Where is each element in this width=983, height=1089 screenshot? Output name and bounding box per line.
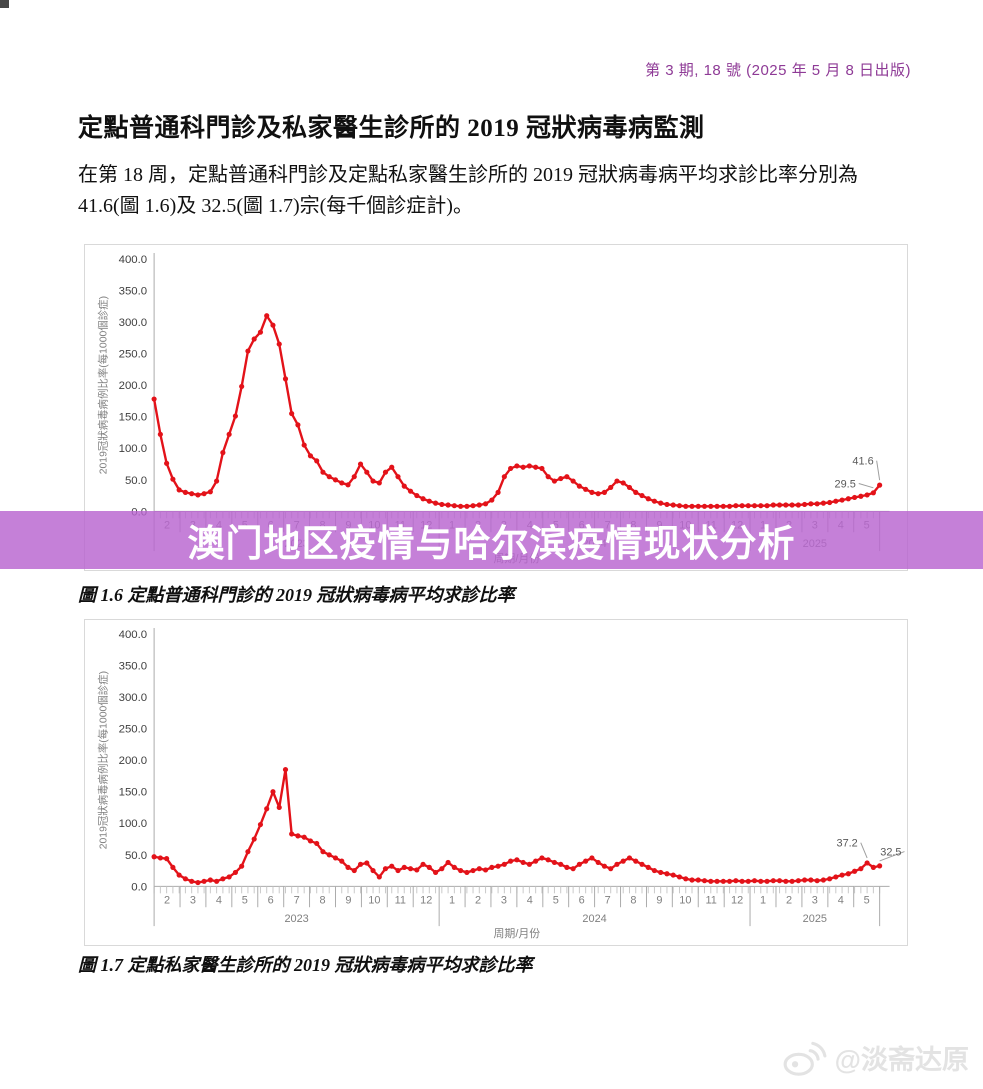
corner-mark [0, 0, 9, 8]
svg-text:200.0: 200.0 [119, 755, 148, 767]
svg-text:350.0: 350.0 [119, 285, 148, 297]
x-axis-title: 周期/月份 [494, 927, 541, 940]
svg-text:3: 3 [501, 894, 507, 906]
y-axis-title: 2019冠狀病毒病例比率(每1000個診症) [96, 671, 109, 849]
figure-1-7-caption: 圖 1.7 定點私家醫生診所的 2019 冠狀病毒病平均求診比率 [78, 955, 533, 975]
svg-text:9: 9 [656, 894, 662, 906]
svg-text:4: 4 [838, 894, 844, 906]
svg-text:200.0: 200.0 [119, 380, 148, 392]
y-axis: 0.050.0100.0150.0200.0250.0300.0350.0400… [96, 252, 155, 518]
figure-1-7: 0.0 50.0 100.0 150.0 200.0 250.0 300.0 350.0 400… [84, 619, 908, 946]
svg-text:2: 2 [786, 894, 792, 906]
svg-text:250.0: 250.0 [119, 349, 148, 361]
series [151, 313, 883, 509]
svg-text:12: 12 [731, 894, 743, 906]
svg-text:11: 11 [395, 894, 406, 906]
intro-paragraph: 在第 18 周，定點普通科門診及定點私家醫生診所的 2019 冠狀病毒病平均求診… [78, 164, 858, 217]
svg-text:10: 10 [368, 894, 380, 906]
svg-text:4: 4 [216, 894, 222, 906]
figure-1-6-caption: 圖 1.6 定點普通科門診的 2019 冠狀病毒病平均求診比率 [78, 585, 515, 605]
svg-text:5: 5 [864, 894, 870, 906]
svg-text:6: 6 [579, 894, 585, 906]
svg-text:12: 12 [420, 894, 432, 906]
y-axis: 0.0 50.0 100.0 150.0 200.0 250.0 300.0 350.0 400… [96, 627, 155, 893]
watermark: @淡斋达原 [782, 1038, 969, 1077]
svg-text:50.0: 50.0 [125, 850, 147, 862]
svg-text:350.0: 350.0 [119, 660, 148, 672]
svg-text:8: 8 [320, 894, 326, 906]
svg-text:0.0: 0.0 [131, 881, 147, 893]
svg-text:2: 2 [475, 894, 481, 906]
y-axis-title: 2019冠狀病毒病例比率(每1000個診症) [96, 296, 109, 474]
svg-text:1: 1 [760, 894, 766, 906]
svg-text:8: 8 [630, 894, 636, 906]
chart-1-7-plot: 0.0 50.0 100.0 150.0 200.0 250.0 300.0 350.0 400… [96, 627, 905, 940]
svg-text:11: 11 [706, 894, 717, 906]
svg-text:4: 4 [527, 894, 533, 906]
svg-text:5: 5 [553, 894, 559, 906]
svg-text:2024: 2024 [582, 913, 606, 925]
svg-text:10: 10 [679, 894, 691, 906]
data-label: 29.5 [835, 479, 856, 491]
svg-text:3: 3 [812, 894, 818, 906]
page-title: 定點普通科門診及私家醫生診所的 2019 冠狀病毒病監測 [78, 115, 705, 142]
svg-text:7: 7 [605, 894, 611, 906]
svg-text:7: 7 [294, 894, 300, 906]
svg-text:100.0: 100.0 [119, 443, 148, 455]
svg-text:3: 3 [190, 894, 196, 906]
svg-text:150.0: 150.0 [119, 412, 148, 424]
svg-text:1: 1 [449, 894, 455, 906]
annotations: 37.2 32.5 [837, 838, 905, 862]
svg-text:300.0: 300.0 [119, 692, 148, 704]
svg-text:400.0: 400.0 [119, 629, 148, 641]
svg-text:300.0: 300.0 [119, 317, 148, 329]
data-label: 41.6 [852, 456, 873, 468]
watermark-handle: @淡斋达原 [834, 1045, 969, 1075]
svg-text:6: 6 [268, 894, 274, 906]
svg-text:5: 5 [242, 894, 248, 906]
data-label: 32.5 [880, 847, 901, 859]
svg-text:150.0: 150.0 [119, 787, 148, 799]
svg-text:250.0: 250.0 [119, 724, 148, 736]
overlay-banner: 澳门地区疫情与哈尔滨疫情现状分析 [0, 511, 983, 569]
trend-line [152, 314, 881, 508]
svg-text:2: 2 [164, 894, 170, 906]
svg-text:50.0: 50.0 [125, 475, 147, 487]
annotations: 41.6 29.5 [835, 456, 881, 491]
issue-line: 第 3 期, 18 號 (2025 年 5 月 8 日出版) [645, 62, 911, 79]
data-label: 37.2 [837, 838, 858, 850]
trend-line [153, 768, 880, 884]
svg-text:2023: 2023 [284, 913, 308, 925]
svg-text:100.0: 100.0 [119, 818, 148, 830]
svg-text:2025: 2025 [803, 913, 827, 925]
banner-title: 澳门地区疫情与哈尔滨疫情现状分析 [187, 523, 796, 564]
weibo-icon [783, 1041, 827, 1076]
svg-text:400.0: 400.0 [119, 254, 148, 266]
svg-text:9: 9 [345, 894, 351, 906]
series [151, 766, 883, 886]
